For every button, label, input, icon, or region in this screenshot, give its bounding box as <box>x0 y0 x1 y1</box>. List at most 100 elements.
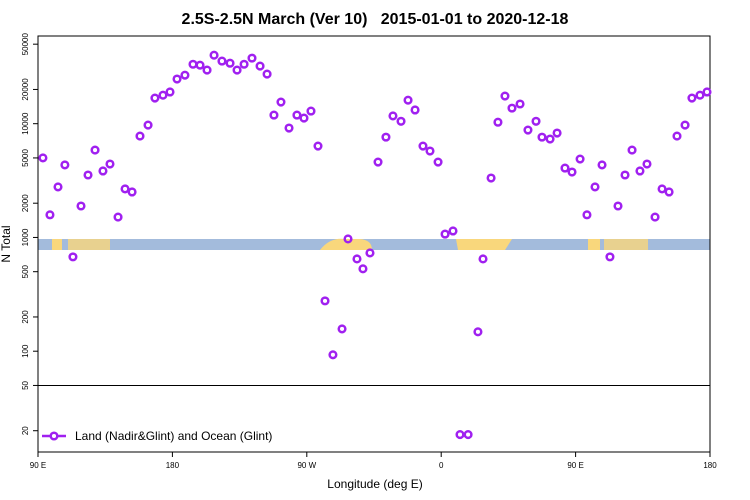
data-point <box>232 65 242 75</box>
y-tick-label: 10000 <box>21 112 30 135</box>
data-point <box>202 65 212 75</box>
data-point <box>463 430 473 440</box>
data-point <box>306 106 316 116</box>
data-point <box>537 132 547 142</box>
data-point <box>188 59 198 69</box>
y-tick-label: 200 <box>21 310 30 324</box>
ocean-band <box>38 239 710 250</box>
data-point <box>328 350 338 360</box>
data-point <box>687 93 697 103</box>
data-point <box>590 182 600 192</box>
land-strip <box>38 238 710 250</box>
data-point <box>113 212 123 222</box>
data-point <box>597 160 607 170</box>
data-point <box>343 234 353 244</box>
data-point <box>627 145 637 155</box>
data-point <box>605 252 615 262</box>
data-point <box>352 254 362 264</box>
x-tick-label: 0 <box>439 461 444 470</box>
x-tick-label: 90 E <box>30 461 46 470</box>
data-point <box>60 160 70 170</box>
data-point <box>45 210 55 220</box>
y-axis-label: N Total <box>0 225 13 262</box>
x-axis-label: Longitude (deg E) <box>327 477 422 491</box>
x-tick-label: 180 <box>703 461 717 470</box>
x-tick-label: 90 E <box>567 461 583 470</box>
data-point <box>276 97 286 107</box>
data-point <box>247 53 257 63</box>
data-point <box>388 111 398 121</box>
data-point <box>613 201 623 211</box>
data-point <box>567 167 577 177</box>
data-point <box>620 170 630 180</box>
data-point <box>702 87 712 97</box>
data-point <box>657 184 667 194</box>
data-point <box>650 212 660 222</box>
data-point <box>410 105 420 115</box>
data-point <box>180 70 190 80</box>
land-patch <box>456 239 512 250</box>
data-point <box>38 153 48 163</box>
y-tick-label: 20 <box>21 426 30 435</box>
data-point <box>135 131 145 141</box>
data-point <box>642 159 652 169</box>
data-point <box>120 184 130 194</box>
data-point <box>269 110 279 120</box>
data-point <box>358 264 368 274</box>
data-point <box>337 324 347 334</box>
data-point <box>478 254 488 264</box>
data-point <box>507 103 517 113</box>
y-tick-label: 50 <box>21 380 30 389</box>
data-point <box>262 69 272 79</box>
data-point <box>98 166 108 176</box>
data-point <box>672 131 682 141</box>
y-tick-label: 5000 <box>21 148 30 166</box>
data-point <box>83 170 93 180</box>
data-point <box>418 141 428 151</box>
plot-frame <box>37 35 711 453</box>
data-point <box>158 90 168 100</box>
y-tick-label: 100 <box>21 344 30 358</box>
data-point <box>90 145 100 155</box>
land-patch <box>604 239 648 250</box>
y-tick-label: 2000 <box>21 194 30 212</box>
data-point <box>425 146 435 156</box>
y-tick-label: 1000 <box>21 228 30 246</box>
data-point <box>433 157 443 167</box>
data-point <box>53 182 63 192</box>
data-point <box>76 201 86 211</box>
chart-title: 2.5S-2.5N March (Ver 10) 2015-01-01 to 2… <box>182 11 569 28</box>
data-point <box>150 93 160 103</box>
data-point <box>255 61 265 71</box>
data-point <box>292 110 302 120</box>
data-point <box>239 59 249 69</box>
data-point <box>545 134 555 144</box>
x-tick-label: 180 <box>166 461 180 470</box>
land-patch <box>68 239 110 250</box>
data-point <box>209 50 219 60</box>
land-patch <box>588 239 600 250</box>
data-point <box>373 157 383 167</box>
data-point <box>365 248 375 258</box>
y-tick-label: 20000 <box>21 78 30 101</box>
data-point <box>313 141 323 151</box>
land-patch <box>320 238 372 250</box>
data-point <box>680 120 690 130</box>
data-point <box>299 113 309 123</box>
data-point <box>105 159 115 169</box>
y-tick-label: 50000 <box>21 33 30 56</box>
legend-label: Land (Nadir&Glint) and Ocean (Glint) <box>75 429 272 443</box>
data-point <box>531 116 541 126</box>
data-point <box>217 56 227 66</box>
data-point <box>320 296 330 306</box>
data-point <box>523 125 533 135</box>
y-tick-label: 500 <box>21 264 30 278</box>
data-point <box>473 327 483 337</box>
x-tick-label: 90 W <box>297 461 316 470</box>
data-point <box>165 87 175 97</box>
land-patch <box>52 239 62 250</box>
data-point <box>172 74 182 84</box>
data-point <box>195 60 205 70</box>
data-point <box>695 90 705 100</box>
